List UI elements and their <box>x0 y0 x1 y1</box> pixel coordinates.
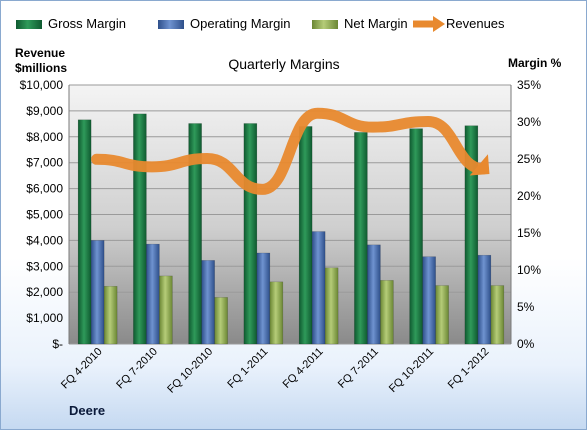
bar-operating-margin <box>477 254 492 345</box>
left-axis-ticks: $- $1,000 $2,000 $3,000 $4,000 $5,000 $6,000 $7… <box>20 78 64 351</box>
bar-net-margin <box>214 297 228 345</box>
x-tick-label: FQ 10-2011 <box>387 346 436 395</box>
right-axis-ticks: 0% 5% 10% 15% 20% 25% 30% 35% <box>517 78 541 351</box>
x-tick-label: FQ 7-2010 <box>114 346 160 392</box>
left-tick-label: $- <box>52 337 63 351</box>
legend-label: Gross Margin <box>48 16 126 31</box>
right-tick-label: 30% <box>517 115 541 129</box>
right-tick-label: 5% <box>517 300 535 314</box>
x-tick-label: FQ 10-2010 <box>165 346 215 396</box>
legend-swatch <box>16 20 42 29</box>
bar-gross-margin <box>464 125 479 345</box>
bar-gross-margin <box>298 126 313 345</box>
legend-entry: Revenues <box>413 16 505 32</box>
right-tick-label: 25% <box>517 152 541 166</box>
left-axis-label-line2: $millions <box>15 61 67 75</box>
legend-swatch <box>312 20 338 29</box>
revenue-arrowhead <box>469 154 490 176</box>
left-axis-label-line1: Revenue <box>15 46 65 60</box>
bar-gross-margin <box>133 113 147 345</box>
left-tick-label: $5,000 <box>26 208 63 222</box>
left-tick-label: $7,000 <box>26 156 63 170</box>
company-label: Deere <box>69 403 105 418</box>
bar-net-margin <box>269 281 284 345</box>
bar-net-margin <box>159 275 173 345</box>
bar-gross-margin <box>409 128 423 345</box>
revenue-line <box>91 107 490 195</box>
legend-entry: Net Margin <box>312 16 408 31</box>
bar-net-margin <box>103 286 118 345</box>
bar-gross-margin <box>354 132 368 345</box>
x-tick-label: FQ 4-2011 <box>281 346 326 391</box>
left-tick-label: $9,000 <box>26 104 63 118</box>
left-tick-label: $1,000 <box>26 311 63 325</box>
bar-operating-margin <box>367 244 381 345</box>
bar-operating-margin <box>422 256 436 345</box>
bar-operating-margin <box>146 243 160 345</box>
legend-entry: Operating Margin <box>158 16 290 31</box>
right-axis-label: Margin % <box>508 56 562 70</box>
bar-operating-margin <box>90 240 105 345</box>
chart-title: Quarterly Margins <box>228 56 339 72</box>
legend-label: Revenues <box>446 16 505 31</box>
right-tick-label: 0% <box>517 337 535 351</box>
legend-swatch <box>158 20 184 29</box>
legend-label: Operating Margin <box>190 16 290 31</box>
bar-net-margin <box>324 267 339 345</box>
bar-operating-margin <box>311 231 326 345</box>
left-tick-label: $2,000 <box>26 285 63 299</box>
bar-operating-margin <box>256 252 271 345</box>
x-tick-label: FQ 1-2011 <box>225 346 270 391</box>
bar-operating-margin <box>201 260 215 345</box>
legend-label: Net Margin <box>344 16 408 31</box>
bar-net-margin <box>435 285 449 345</box>
bar-net-margin <box>490 285 505 345</box>
left-tick-label: $6,000 <box>26 182 63 196</box>
left-tick-label: $10,000 <box>20 78 64 92</box>
right-tick-label: 20% <box>517 189 541 203</box>
right-tick-label: 35% <box>517 78 541 92</box>
legend-entry: Gross Margin <box>16 16 126 31</box>
x-tick-label: FQ 4-2010 <box>59 346 105 392</box>
bars <box>77 113 505 345</box>
left-tick-label: $8,000 <box>26 130 63 144</box>
x-axis-ticks: FQ 4-2010 FQ 7-2010 FQ 10-2010 FQ 1-2011 FQ … <box>59 346 491 396</box>
left-tick-label: $4,000 <box>26 233 63 247</box>
right-tick-label: 15% <box>517 226 541 240</box>
bar-gross-margin <box>188 123 202 345</box>
x-tick-label: FQ 7-2011 <box>336 346 381 391</box>
bar-gross-margin <box>243 123 258 345</box>
x-tick-label: FQ 1-2012 <box>446 346 492 392</box>
right-tick-label: 10% <box>517 263 541 277</box>
bar-gross-margin <box>77 119 92 345</box>
legend: Gross Margin Operating Margin Net Margin Re… <box>16 16 505 32</box>
left-tick-label: $3,000 <box>26 259 63 273</box>
legend-arrow <box>433 16 445 32</box>
bar-net-margin <box>380 280 394 345</box>
revenue-line-path <box>91 107 489 195</box>
